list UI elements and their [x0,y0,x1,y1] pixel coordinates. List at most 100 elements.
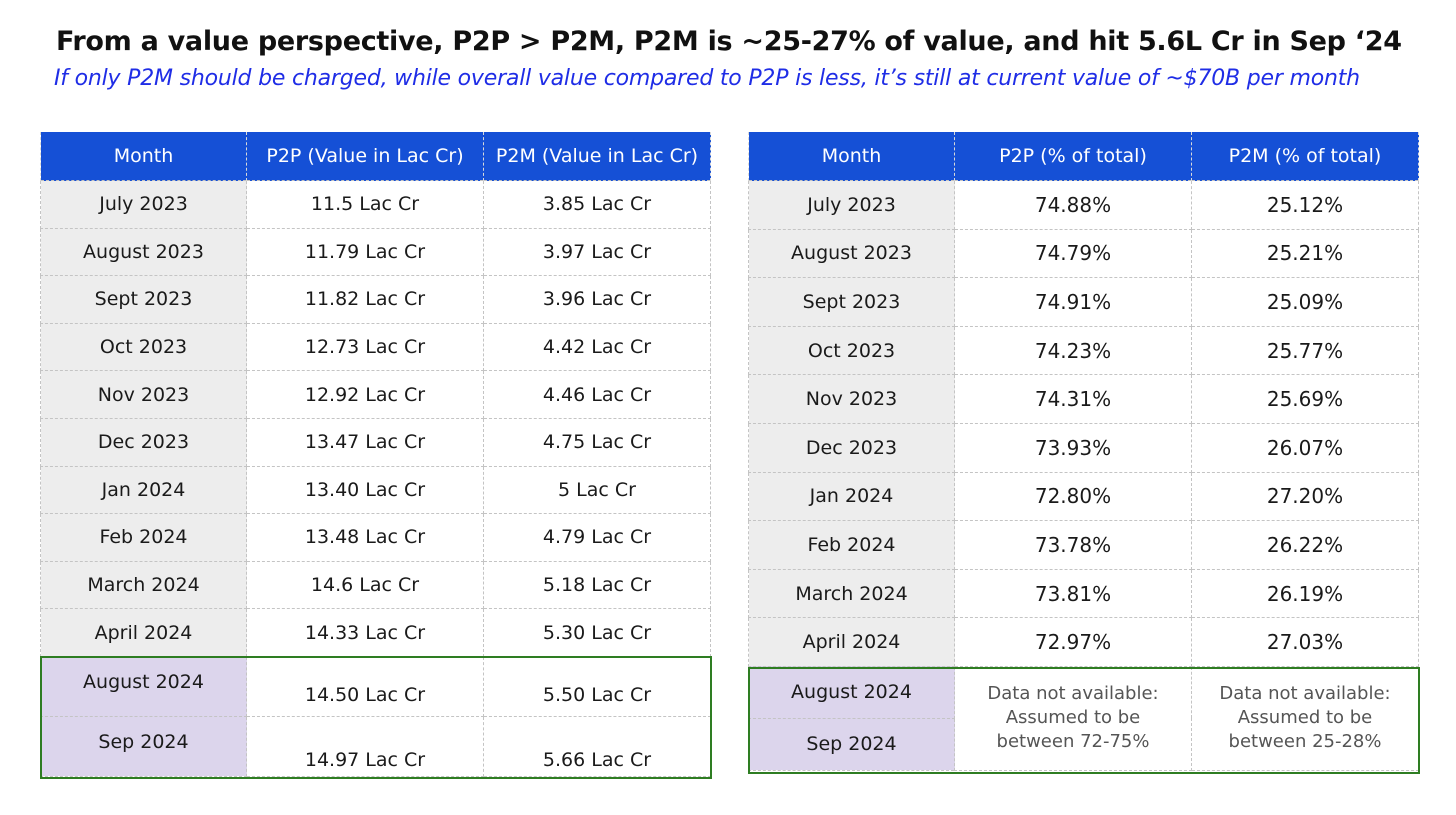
value-table: Month P2P (Value in Lac Cr) P2M (Value i… [40,132,711,777]
p2p-value-cell: 14.6 Lac Cr [246,560,484,610]
p2m-share-cell: 25.77% [1191,325,1419,376]
month-cell: Sept 2023 [748,277,955,327]
p2p-share-cell: 74.31% [954,374,1192,424]
table-row: Feb 2024 73.78% 26.22% [748,520,1419,570]
month-cell: Sept 2023 [40,275,247,324]
table-row: Oct 2023 12.73 Lac Cr 4.42 Lac Cr [40,322,711,372]
p2p-assumption-note: Data not available: Assumed to be between … [954,665,1192,771]
p2m-share-cell: 25.12% [1191,180,1419,230]
month-cell: Sep 2024 [748,717,955,771]
column-header-p2m-value: P2M (Value in Lac Cr) [483,132,711,181]
p2p-value-cell: 14.50 Lac Cr [246,655,484,717]
p2p-value-cell: 11.5 Lac Cr [246,180,484,229]
column-header-p2p-value: P2P (Value in Lac Cr) [246,132,484,181]
table-row: Nov 2023 74.31% 25.69% [748,374,1419,424]
table-row: Oct 2023 74.23% 25.77% [748,325,1419,376]
month-cell: Feb 2024 [40,513,247,562]
month-cell: August 2024 [40,655,247,717]
table-row: July 2023 74.88% 25.12% [748,180,1419,230]
month-cell: Oct 2023 [40,322,247,372]
page-subtitle: If only P2M should be charged, while ove… [54,66,1360,91]
table-row: Jan 2024 72.80% 27.20% [748,471,1419,522]
p2p-share-cell: 73.93% [954,422,1192,473]
month-cell: Feb 2024 [748,520,955,570]
table-row: Sept 2023 74.91% 25.09% [748,277,1419,327]
month-cell: July 2023 [40,180,247,229]
column-header-month: Month [748,132,955,181]
month-cell: Dec 2023 [40,417,247,467]
page-title: From a value perspective, P2P > P2M, P2M… [56,26,1402,57]
table-row: Dec 2023 13.47 Lac Cr 4.75 Lac Cr [40,417,711,467]
note-line: between 25-28% [1228,731,1382,753]
table-row: August 2023 74.79% 25.21% [748,228,1419,279]
month-cell: August 2023 [748,228,955,279]
p2m-share-cell: 27.20% [1191,471,1419,522]
p2p-share-cell: 74.23% [954,325,1192,376]
month-cell: August 2024 [748,665,955,719]
p2p-value-cell: 13.40 Lac Cr [246,465,484,515]
p2p-value-cell: 12.73 Lac Cr [246,322,484,372]
p2p-share-cell: 73.78% [954,520,1192,570]
p2p-value-cell: 13.48 Lac Cr [246,513,484,562]
table-row: Dec 2023 73.93% 26.07% [748,422,1419,473]
table-row-highlight: August 2024 Data not available: Assumed to… [748,665,1419,771]
p2m-share-cell: 25.09% [1191,277,1419,327]
column-header-p2p-share: P2P (% of total) [954,132,1192,181]
p2p-share-cell: 74.79% [954,228,1192,279]
column-header-month: Month [40,132,247,181]
share-table: Month P2P (% of total) P2M (% of total) … [748,132,1419,771]
p2m-value-cell: 3.97 Lac Cr [483,227,711,277]
p2m-value-cell: 5 Lac Cr [483,465,711,515]
p2m-share-cell: 25.21% [1191,228,1419,279]
month-cell: March 2024 [748,568,955,619]
p2m-value-cell: 3.96 Lac Cr [483,275,711,324]
month-cell: Dec 2023 [748,422,955,473]
month-cell: March 2024 [40,560,247,610]
table-row: August 2023 11.79 Lac Cr 3.97 Lac Cr [40,227,711,277]
p2p-share-cell: 74.91% [954,277,1192,327]
p2m-value-cell: 5.18 Lac Cr [483,560,711,610]
p2m-share-cell: 26.22% [1191,520,1419,570]
month-cell: April 2024 [40,608,247,657]
p2m-share-cell: 25.69% [1191,374,1419,424]
note-line: between 72-75% [996,731,1150,753]
month-cell: Nov 2023 [748,374,955,424]
table-row: March 2024 14.6 Lac Cr 5.18 Lac Cr [40,560,711,610]
month-cell: Nov 2023 [40,370,247,419]
p2p-value-cell: 11.79 Lac Cr [246,227,484,277]
p2p-value-cell: 12.92 Lac Cr [246,370,484,419]
table-row: March 2024 73.81% 26.19% [748,568,1419,619]
p2m-value-cell: 3.85 Lac Cr [483,180,711,229]
p2p-value-cell: 14.97 Lac Cr [246,715,484,777]
p2m-value-cell: 4.75 Lac Cr [483,417,711,467]
share-table-header: Month P2P (% of total) P2M (% of total) [748,132,1419,181]
table-row: Feb 2024 13.48 Lac Cr 4.79 Lac Cr [40,513,711,562]
p2p-value-cell: 11.82 Lac Cr [246,275,484,324]
p2p-share-cell: 72.97% [954,617,1192,667]
table-row: July 2023 11.5 Lac Cr 3.85 Lac Cr [40,180,711,229]
p2m-value-cell: 4.42 Lac Cr [483,322,711,372]
p2m-value-cell: 4.79 Lac Cr [483,513,711,562]
note-line: Data not available: [1219,683,1391,705]
table-row: Jan 2024 13.40 Lac Cr 5 Lac Cr [40,465,711,515]
note-line: Assumed to be [1237,707,1373,729]
p2m-share-cell: 26.07% [1191,422,1419,473]
column-header-p2m-share: P2M (% of total) [1191,132,1419,181]
p2m-value-cell: 5.66 Lac Cr [483,715,711,777]
month-cell: Jan 2024 [40,465,247,515]
note-line: Data not available: [987,683,1159,705]
table-row: Sept 2023 11.82 Lac Cr 3.96 Lac Cr [40,275,711,324]
month-cell: Oct 2023 [748,325,955,376]
month-cell: July 2023 [748,180,955,230]
p2m-value-cell: 5.30 Lac Cr [483,608,711,657]
table-row-highlight: August 2024 14.50 Lac Cr 5.50 Lac Cr [40,655,711,717]
month-cell: April 2024 [748,617,955,667]
table-row: Nov 2023 12.92 Lac Cr 4.46 Lac Cr [40,370,711,419]
p2p-share-cell: 74.88% [954,180,1192,230]
table-row: April 2024 72.97% 27.03% [748,617,1419,667]
p2m-share-cell: 27.03% [1191,617,1419,667]
table-row-highlight: Sep 2024 14.97 Lac Cr 5.66 Lac Cr [40,715,711,777]
p2m-assumption-note: Data not available: Assumed to be between … [1191,665,1419,771]
month-cell: Jan 2024 [748,471,955,522]
note-line: Assumed to be [1005,707,1141,729]
